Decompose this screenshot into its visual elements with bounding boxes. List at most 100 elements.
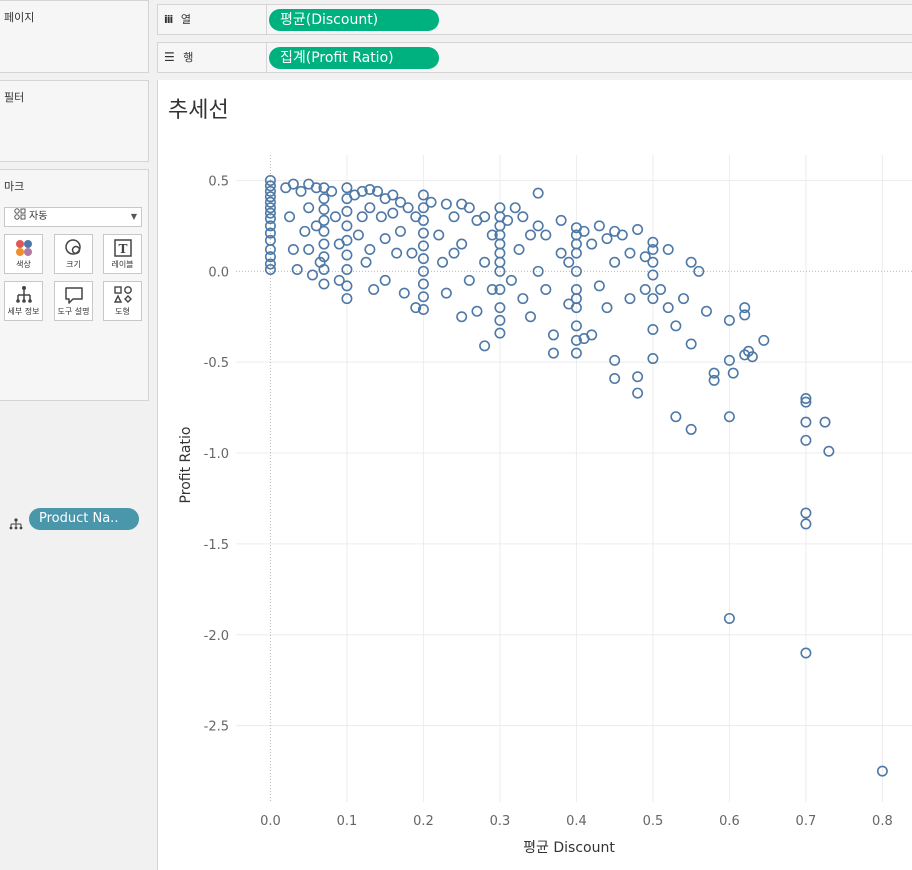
data-point [417,202,429,214]
data-point [318,193,330,205]
data-point [417,189,429,201]
data-point [570,265,582,277]
data-point [341,280,353,292]
pages-shelf[interactable]: 페이지 [0,0,149,73]
data-point [368,283,380,295]
data-point [318,214,330,226]
data-point [364,202,376,214]
data-point [685,338,697,350]
data-point [417,240,429,252]
data-point [379,233,391,245]
zero-lines [236,155,912,802]
color-button-label: 색상 [16,260,31,269]
data-point [264,174,276,186]
x-tick-label: 0.3 [490,814,511,829]
data-point [387,207,399,219]
data-point [494,283,506,295]
data-point [624,247,636,259]
data-point [387,189,399,201]
data-point [364,184,376,196]
data-point [406,247,418,259]
data-point [609,354,621,366]
data-point [264,202,276,214]
rows-icon: ☰ [164,50,175,64]
columns-shelf-label: iii 열 [164,5,264,34]
data-point [360,256,372,268]
data-point [456,311,468,323]
data-point [440,198,452,210]
data-point [647,244,659,256]
label-button-label: 레이블 [111,260,134,269]
columns-shelf[interactable]: iii 열 평균(Discount) [157,4,912,35]
data-point [303,244,315,256]
data-point [494,314,506,326]
product-name-detail-pill[interactable]: Product Na.. [29,508,139,530]
data-point [758,334,770,346]
data-point [555,214,567,226]
data-point [494,302,506,314]
y-tick-label: 0.0 [208,265,229,280]
data-point [287,244,299,256]
data-point [570,347,582,359]
x-axis-title: 평균 Discount [523,840,615,856]
y-tick-label: -2.0 [204,629,229,644]
data-point [525,229,537,241]
data-point [448,211,460,223]
x-tick-label: 0.1 [337,814,358,829]
tooltip-button[interactable]: 도구 설명 [54,281,93,321]
scatter-plot[interactable]: 0.50.0-0.5-1.0-1.5-2.0-2.5 0.0 0.1 0.2 0.3 0… [158,80,912,870]
data-point [341,249,353,261]
data-point [264,244,276,256]
size-button[interactable]: 크기 [54,234,93,274]
y-tick-label: 0.5 [208,174,229,189]
avg-discount-pill[interactable]: 평균(Discount) [269,9,439,31]
shape-button[interactable]: 도형 [103,281,142,321]
data-point [318,225,330,237]
data-point [662,302,674,314]
data-point [727,367,739,379]
data-point [570,302,582,314]
data-point [502,214,514,226]
data-point [341,234,353,246]
y-axis-title: Profit Ratio [178,427,194,504]
data-point [341,205,353,217]
data-point [647,256,659,268]
data-point [425,196,437,208]
data-point [264,220,276,232]
data-point [486,229,498,241]
data-point [341,263,353,275]
x-tick-label: 0.8 [872,814,893,829]
data-point [670,411,682,423]
data-point [479,340,491,352]
label-button[interactable]: T 레이블 [103,234,142,274]
scatter-points [264,174,888,777]
data-point [800,434,812,446]
profit-ratio-pill[interactable]: 집계(Profit Ratio) [269,47,439,69]
detail-button[interactable]: 세부 정보 [4,281,43,321]
data-point [800,396,812,408]
data-point [287,178,299,190]
rows-shelf[interactable]: ☰ 행 집계(Profit Ratio) [157,42,912,73]
color-button[interactable]: 색상 [4,234,43,274]
x-tick-label: 0.4 [566,814,587,829]
data-point [509,202,521,214]
data-point [655,283,667,295]
data-point [517,293,529,305]
filters-shelf[interactable]: 필터 [0,80,149,162]
data-point [616,229,628,241]
rows-shelf-label: ☰ 행 [164,43,264,72]
data-point [547,329,559,341]
data-point [593,220,605,232]
data-point [647,293,659,305]
data-point [662,244,674,256]
data-point [647,353,659,365]
data-point [364,244,376,256]
mark-type-dropdown[interactable]: 자동 ▼ [4,207,142,227]
data-point [693,265,705,277]
data-point [417,278,429,290]
data-point [417,253,429,265]
data-point [417,214,429,226]
data-point [356,211,368,223]
data-point [632,224,644,236]
data-point [800,393,812,405]
